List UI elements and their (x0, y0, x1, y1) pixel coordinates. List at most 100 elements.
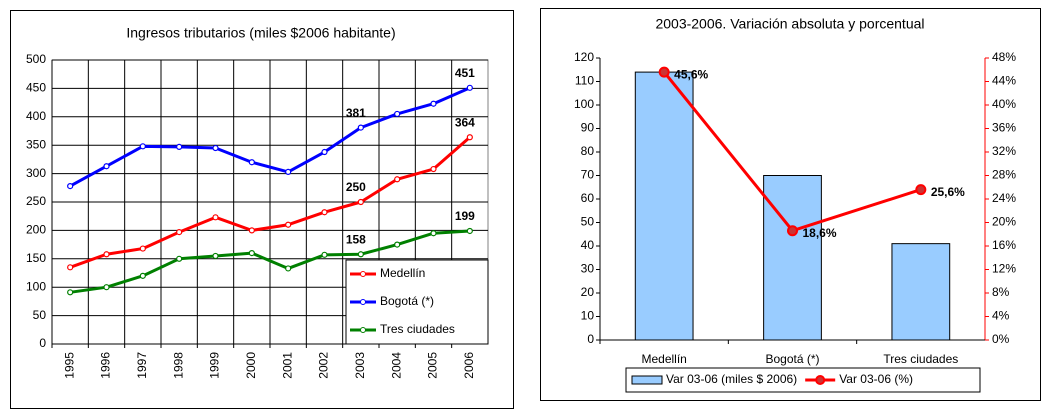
y2-tick-label: 28% (992, 168, 1016, 182)
x-tick-label: Tres ciudades (883, 352, 958, 366)
marker (176, 143, 183, 151)
marker (248, 227, 255, 234)
marker (394, 176, 401, 183)
line (69, 86, 471, 188)
data-label: 381 (346, 106, 366, 120)
marker (285, 265, 292, 272)
marker (321, 209, 328, 216)
marker (67, 289, 74, 296)
x-tick-label: 2004 (389, 352, 403, 379)
x-tick-label: 1997 (135, 352, 149, 379)
marker (248, 159, 255, 166)
x-tick-label: 1995 (62, 352, 76, 379)
y-tick-label: 250 (26, 194, 46, 208)
marker (67, 264, 74, 271)
x-tick-label: 1999 (208, 352, 222, 379)
data-label: 451 (455, 66, 475, 80)
marker (394, 110, 401, 118)
y-tick-label: 150 (26, 251, 46, 265)
marker (430, 230, 437, 237)
marker (212, 144, 219, 152)
y-tick-label: 50 (33, 308, 47, 322)
y2-tick-label: 36% (992, 121, 1016, 135)
bar (763, 175, 822, 341)
marker (466, 84, 473, 91)
legend-marker (815, 375, 826, 385)
y2-tick-label: 16% (992, 238, 1016, 252)
data-label: 199 (455, 209, 475, 223)
data-label: 25,6% (931, 185, 965, 199)
y-tick-label: 60 (581, 191, 595, 205)
y2-tick-label: 40% (992, 97, 1016, 111)
x-tick-label: 1998 (171, 352, 185, 379)
marker (466, 227, 473, 235)
marker (357, 124, 364, 131)
data-label: 364 (455, 115, 475, 129)
marker (103, 251, 110, 258)
y-tick-label: 0 (39, 336, 46, 350)
y-tick-label: 50 (581, 215, 595, 229)
marker (430, 165, 437, 173)
x-tick-label: Bogotá (*) (765, 352, 819, 366)
y-tick-label: 70 (581, 168, 595, 182)
y2-tick-label: 48% (992, 50, 1016, 64)
y-tick-label: 90 (581, 121, 595, 135)
y2-tick-label: 0% (992, 332, 1010, 346)
marker (321, 148, 328, 156)
y2-tick-label: 24% (992, 191, 1016, 205)
x-tick-label: Medellín (641, 352, 686, 366)
y-tick-label: 500 (26, 52, 46, 66)
x-tick-label: 2000 (244, 352, 258, 379)
marker (285, 221, 292, 228)
marker (103, 163, 110, 170)
data-label: 45,6% (674, 67, 708, 81)
marker (321, 251, 328, 258)
data-label: 250 (346, 180, 366, 194)
y2-tick-label: 20% (992, 215, 1016, 229)
y-tick-label: 30 (581, 262, 595, 276)
y-tick-label: 120 (574, 50, 594, 64)
marker (658, 66, 670, 78)
x-tick-label: 1996 (99, 352, 113, 379)
marker (394, 241, 401, 248)
x-tick-label: 2006 (462, 352, 476, 379)
marker (103, 284, 110, 291)
chart-title: Ingresos tributarios (miles $2006 habita… (126, 25, 395, 41)
legend-label: Var 03-06 (%) (839, 372, 913, 386)
bar (634, 71, 694, 341)
marker (466, 134, 473, 141)
bar (891, 243, 951, 341)
line (69, 229, 470, 294)
marker (915, 184, 927, 196)
chart-title: 2003-2006. Variación absoluta y porcentu… (655, 16, 924, 32)
marker (212, 214, 219, 221)
marker (139, 143, 146, 150)
marker (176, 255, 183, 262)
legend-marker (360, 271, 366, 277)
legend-label: Medellín (380, 266, 425, 280)
y-tick-label: 450 (26, 81, 46, 95)
y2-tick-label: 4% (992, 309, 1010, 323)
marker (357, 251, 364, 258)
marker (285, 168, 292, 175)
legend-label: Tres ciudades (380, 322, 455, 336)
x-tick-label: 2001 (280, 352, 294, 379)
y2-tick-label: 32% (992, 144, 1016, 158)
legend-marker (360, 299, 366, 305)
y-tick-label: 400 (26, 109, 46, 123)
legend-marker (360, 327, 366, 333)
legend-box (625, 367, 981, 393)
x-tick-label: 2003 (353, 352, 367, 379)
y-tick-label: 40 (581, 238, 595, 252)
marker (430, 100, 437, 107)
y-tick-label: 100 (574, 97, 594, 111)
marker (357, 198, 364, 206)
y-tick-label: 10 (581, 309, 595, 323)
data-label: 18,6% (803, 226, 837, 240)
y-tick-label: 300 (26, 166, 46, 180)
marker (139, 272, 146, 279)
y2-tick-label: 44% (992, 74, 1016, 88)
x-tick-label: 2002 (317, 352, 331, 379)
